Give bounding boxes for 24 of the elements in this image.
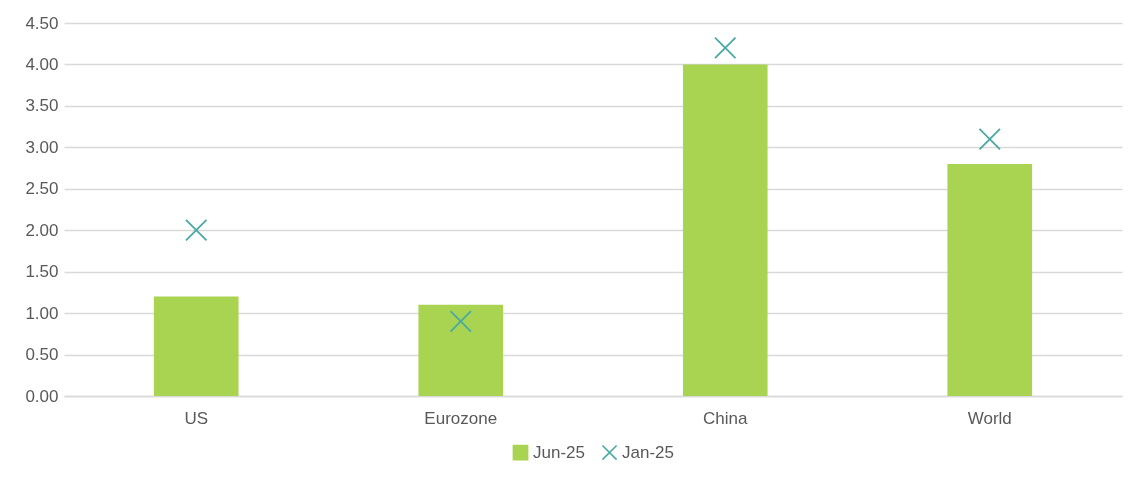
- y-tick-label: 4.50: [25, 13, 59, 33]
- y-tick-label: 1.50: [25, 262, 59, 282]
- point: [185, 219, 208, 242]
- x-tick-label: Eurozone: [424, 408, 498, 428]
- y-tick-label: 3.50: [25, 96, 59, 116]
- bar: [947, 163, 1033, 396]
- y-tick-label: 0.00: [25, 386, 59, 406]
- x-tick-label: US: [184, 408, 209, 428]
- point: [714, 36, 737, 60]
- bar: [153, 296, 239, 396]
- y-tick-label: 3.00: [25, 137, 59, 157]
- y-tick-label: 2.00: [25, 220, 59, 240]
- y-tick-label: 2.50: [25, 179, 59, 199]
- bar: [682, 64, 768, 396]
- bar: [418, 304, 504, 396]
- point: [449, 310, 472, 333]
- y-tick-label: 1.00: [25, 303, 59, 323]
- y-tick-label: 0.50: [25, 345, 59, 365]
- y-tick-label: 4.00: [25, 54, 59, 74]
- x-tick-label: China: [703, 408, 748, 428]
- legend-label: Jan-25: [622, 442, 674, 462]
- point: [978, 127, 1001, 151]
- x-tick-label: World: [967, 408, 1012, 428]
- legend-label: Jun-25: [533, 442, 585, 462]
